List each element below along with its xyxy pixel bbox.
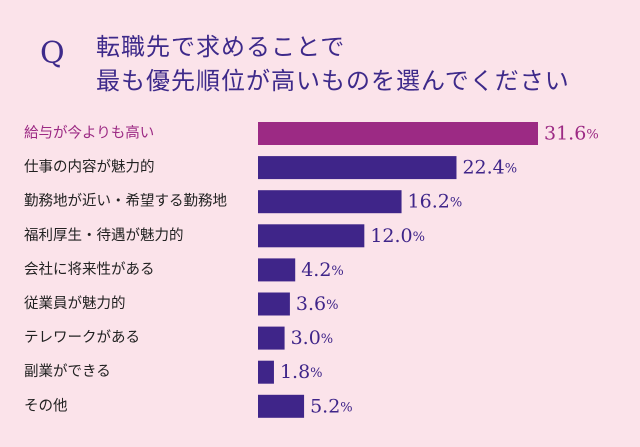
question-marker: Q (40, 36, 65, 71)
value-label-3: 12.0% (370, 225, 425, 247)
bar-3 (258, 224, 365, 248)
value-label-0: 31.6% (544, 123, 599, 145)
bar-5 (258, 292, 290, 316)
bar-7 (258, 360, 274, 384)
question-title-line-1: 転職先で求めることで (96, 33, 346, 61)
bar-4 (258, 258, 296, 282)
value-label-4: 4.2% (301, 259, 344, 281)
category-label-3: 福利厚生・待遇が魅力的 (24, 227, 184, 244)
value-label-6: 3.0% (291, 327, 334, 349)
bar-1 (258, 156, 457, 180)
category-label-4: 会社に将来性がある (24, 261, 155, 278)
bar-6 (258, 326, 285, 350)
category-label-2: 勤務地が近い・希望する勤務地 (24, 193, 227, 210)
value-label-8: 5.2% (310, 395, 353, 417)
bar-0 (258, 122, 538, 145)
value-label-7: 1.8% (280, 361, 323, 383)
category-label-0: 給与が今よりも高い (24, 125, 154, 142)
category-label-5: 従業員が魅力的 (24, 295, 126, 312)
category-label-8: その他 (24, 397, 68, 414)
bar-2 (258, 190, 402, 214)
bar-8 (258, 394, 305, 418)
category-label-6: テレワークがある (24, 329, 140, 346)
question-title-line-2: 最も優先順位が高いものを選んでください (96, 67, 570, 95)
value-label-5: 3.6% (296, 293, 339, 315)
value-label-1: 22.4% (462, 157, 517, 179)
value-label-2: 16.2% (408, 191, 463, 213)
category-label-1: 仕事の内容が魅力的 (24, 159, 155, 176)
category-label-7: 副業ができる (24, 363, 111, 380)
